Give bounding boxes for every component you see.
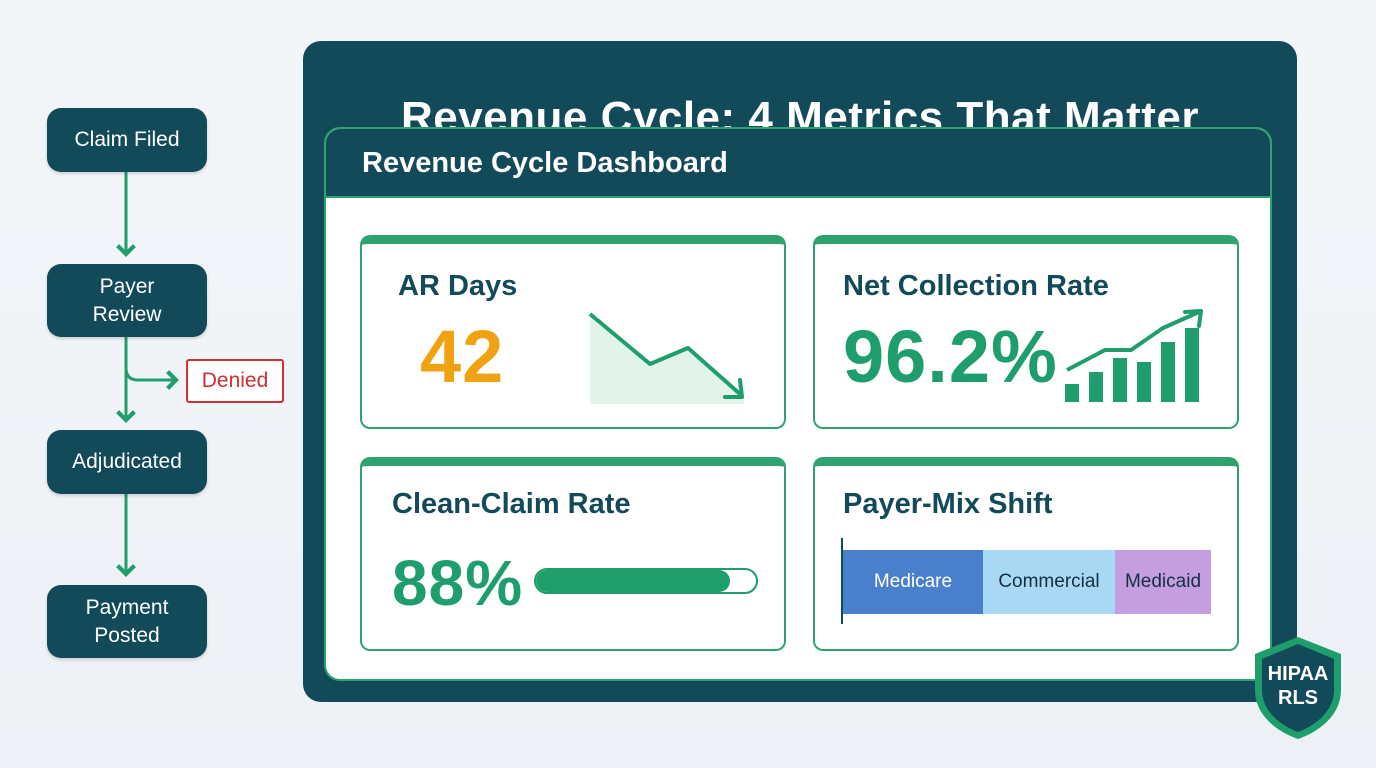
dashboard-title: Revenue Cycle Dashboard <box>362 147 728 179</box>
clean-claim-title: Clean-Claim Rate <box>392 488 631 520</box>
clean-claim-progress-fill <box>536 570 730 592</box>
card-net-collection-rate: Net Collection Rate 96.2% <box>813 235 1239 429</box>
flow-step-adjudicated: Adjudicated <box>47 430 207 494</box>
clean-claim-progress-bar <box>534 568 758 594</box>
payer-mix-axis <box>841 538 843 624</box>
flow-step-payment-posted: Payment Posted <box>47 585 207 658</box>
ar-days-value: 42 <box>420 315 505 398</box>
ar-days-title: AR Days <box>398 270 518 302</box>
payer-mix-segment-medicare: Medicare <box>843 550 983 614</box>
denied-label: Denied <box>186 359 284 403</box>
payer-mix-stacked-bar: Medicare Commercial Medicaid <box>843 550 1211 614</box>
flow-step-claim-filed: Claim Filed <box>47 108 207 172</box>
trend-up-bar-chart-icon <box>1065 309 1203 402</box>
flow-connectors <box>116 172 179 577</box>
flow-arrow-denied <box>124 345 179 390</box>
card-clean-claim-rate: Clean-Claim Rate 88% <box>360 457 786 651</box>
clean-claim-value: 88% <box>392 547 524 619</box>
card-ar-days: AR Days 42 <box>360 235 786 429</box>
payer-mix-segment-commercial: Commercial <box>983 550 1115 614</box>
net-collection-value: 96.2% <box>843 315 1058 398</box>
payer-mix-title: Payer-Mix Shift <box>843 488 1053 520</box>
payer-mix-segment-medicaid: Medicaid <box>1115 550 1211 614</box>
card-payer-mix-shift: Payer-Mix Shift Medicare Commercial Medica… <box>813 457 1239 651</box>
flow-step-payer-review: Payer Review <box>47 264 207 337</box>
dashboard-header: Revenue Cycle Dashboard <box>326 129 1270 198</box>
trend-down-chart-icon <box>588 312 744 404</box>
hipaa-badge-label: HIPAA RLS <box>1267 663 1329 709</box>
hipaa-shield-icon <box>1255 637 1341 739</box>
dashboard-panel: Revenue Cycle Dashboard AR Days 42 Net C… <box>324 127 1272 681</box>
net-collection-title: Net Collection Rate <box>843 270 1109 302</box>
